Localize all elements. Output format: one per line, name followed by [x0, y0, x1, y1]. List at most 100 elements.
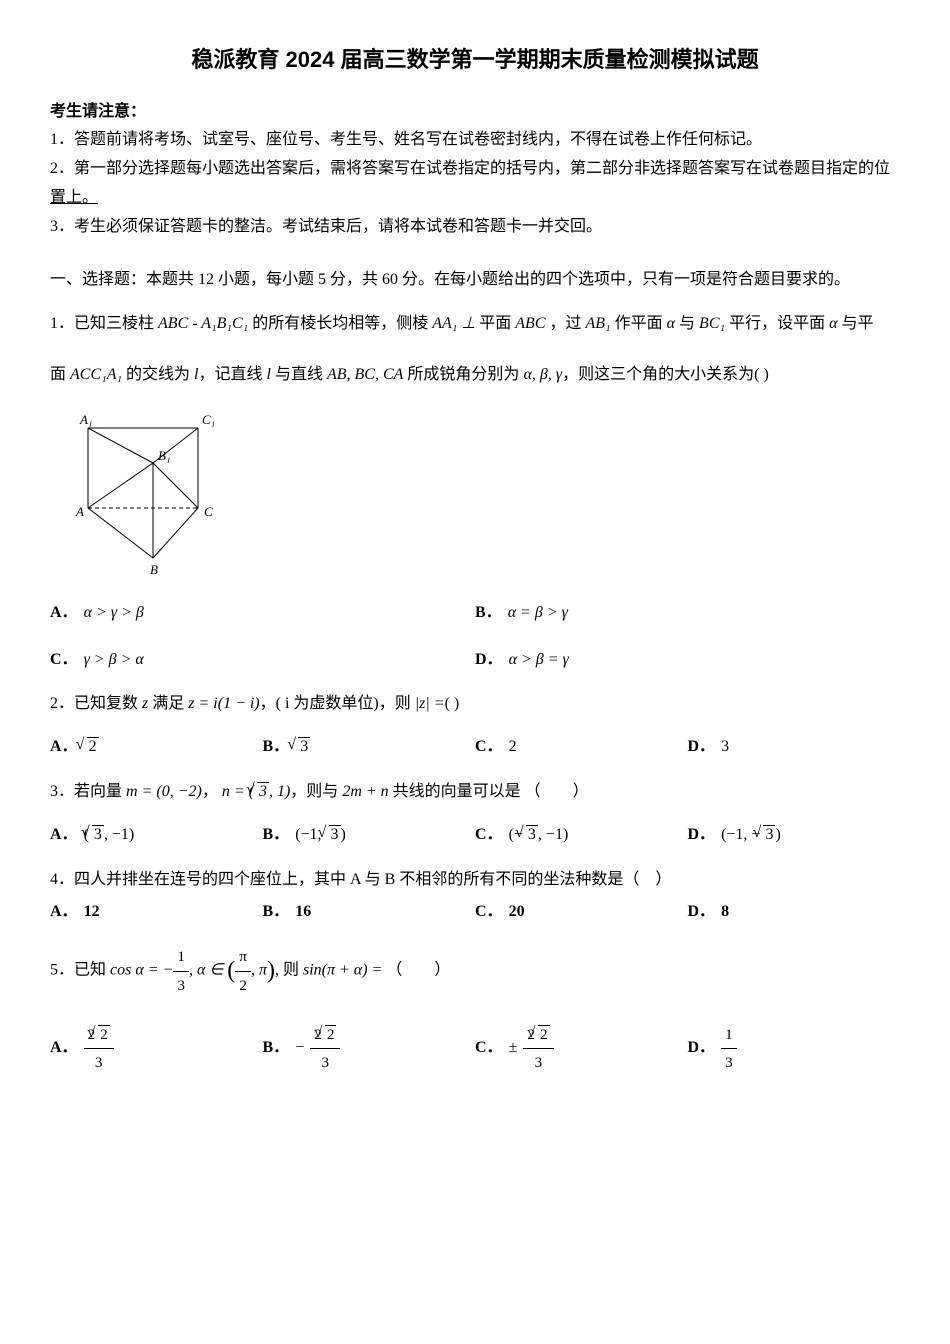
q2-optB-label: B．	[263, 733, 290, 762]
q5B-sign: −	[295, 1034, 304, 1063]
q2-stem: 2．已知复数 z 满足 z = i(1 − i)，( i 为虚数单位)，则 |z…	[50, 690, 900, 719]
q4-optA-label: A．	[50, 898, 78, 927]
question-5: 5．已知 cos α = −13, α ∈ (π2, π), 则 sin(π +…	[50, 943, 900, 1076]
q3-t1: 3．若向量	[50, 783, 126, 800]
q5-optC: C． ± 223	[475, 1021, 688, 1077]
q1-t6: 与	[675, 315, 699, 332]
q3-options: A． (3, −1) B． (−1, 3) C． (−3, −1) D． (−1…	[50, 821, 900, 850]
q3-optC-label: C．	[475, 821, 503, 850]
q3-optC: C． (−3, −1)	[475, 821, 688, 850]
q1-abcplane: ABC	[515, 315, 545, 332]
q5D-num: 1	[721, 1021, 737, 1048]
page-title: 稳派教育 2024 届高三数学第一学期期末质量检测模拟试题	[50, 40, 900, 80]
q4-stem: 4．四人并排坐在连号的四个座位上，其中 A 与 B 不相邻的所有不同的坐法种数是…	[50, 866, 900, 895]
q1-optA-label: A．	[50, 599, 78, 628]
q5-f1n: 1	[173, 943, 189, 970]
q5-isep: , π	[251, 962, 267, 979]
q1-t9: 面	[50, 366, 70, 383]
q1-stem-line1: 1．已知三棱柱 ABC - A₁B₁C₁ 的所有棱长均相等，侧棱 AA₁ ⊥ 平…	[50, 310, 900, 339]
q5A-den: 3	[84, 1048, 114, 1076]
notice-2-underline: 置上。	[50, 189, 98, 206]
q2-optC-val: 2	[509, 733, 517, 762]
q5-optD-label: D．	[688, 1034, 716, 1063]
q2-optC-label: C．	[475, 733, 503, 762]
q1-optC: C． γ > β > α	[50, 646, 475, 675]
q4-options: A． 12 B． 16 C． 20 D． 8	[50, 898, 900, 927]
q1-optB: B． α = β > γ	[475, 599, 900, 628]
q2-t1: 2．已知复数	[50, 695, 142, 712]
q1-optA-val: α > γ > β	[84, 599, 144, 628]
q1-t2: 的所有棱长均相等，侧棱	[248, 315, 432, 332]
q1-optB-val: α = β > γ	[508, 599, 568, 628]
q2-optC: C． 2	[475, 733, 688, 762]
q4-optA-val: 12	[84, 898, 100, 927]
q5-ian: π	[235, 943, 251, 970]
q1-abc: ABC - A₁B₁C₁	[158, 315, 248, 332]
q5-optC-label: C．	[475, 1034, 503, 1063]
q2-t4: ( )	[445, 695, 460, 712]
q4-optC-label: C．	[475, 898, 503, 927]
label-C: C	[204, 504, 213, 519]
q3-t2: ，	[202, 783, 222, 800]
section-1-header: 一、选择题：本题共 12 小题，每小题 5 分，共 60 分。在每小题给出的四个…	[50, 266, 900, 295]
q1-optA: A． α > γ > β	[50, 599, 475, 628]
q1-bc1: BC₁	[699, 315, 725, 332]
q2-optD: D． 3	[688, 733, 901, 762]
q1-stem-line2: 面 ACC₁A₁ 的交线为 l，记直线 l 与直线 AB, BC, CA 所成锐…	[50, 361, 900, 390]
q5B-den: 3	[310, 1048, 340, 1076]
q4-optD: D． 8	[688, 898, 901, 927]
question-4: 4．四人并排坐在连号的四个座位上，其中 A 与 B 不相邻的所有不同的坐法种数是…	[50, 866, 900, 928]
q5-stem: 5．已知 cos α = −13, α ∈ (π2, π), 则 sin(π +…	[50, 943, 900, 999]
q3-optB-label: B．	[263, 821, 290, 850]
q1-t3: 平面	[479, 315, 515, 332]
q2-optA-label: A．	[50, 733, 78, 762]
q3-t3: ，则与	[290, 783, 342, 800]
notice-2: 2．第一部分选择题每小题选出答案后，需将答案写在试卷指定的括号内，第二部分非选择…	[50, 155, 900, 213]
notice-1: 1．答题前请将考场、试室号、座位号、考生号、姓名写在试卷密封线内，不得在试卷上作…	[50, 126, 900, 155]
label-B1: B₁	[158, 448, 170, 463]
notice-block: 考生请注意： 1．答题前请将考场、试室号、座位号、考生号、姓名写在试卷密封线内，…	[50, 98, 900, 242]
q5-t4: （ ）	[386, 962, 450, 979]
q4-optD-val: 8	[721, 898, 729, 927]
question-2: 2．已知复数 z 满足 z = i(1 − i)，( i 为虚数单位)，则 |z…	[50, 690, 900, 762]
q4-optD-label: D．	[688, 898, 716, 927]
notice-header: 考生请注意：	[50, 98, 900, 127]
q3-stem: 3．若向量 m = (0, −2)， n = (3, 1)，则与 2m + n …	[50, 778, 900, 807]
q1-options-row2: C． γ > β > α D． α > β = γ	[50, 646, 900, 675]
question-3: 3．若向量 m = (0, −2)， n = (3, 1)，则与 2m + n …	[50, 778, 900, 850]
q2-options: A． 2 B． 3 C． 2 D． 3	[50, 733, 900, 762]
q5-f1d: 3	[173, 971, 189, 999]
q5D-den: 3	[721, 1048, 737, 1076]
q2-optB: B． 3	[263, 733, 476, 762]
q1-t13: 所成锐角分别为	[403, 366, 523, 383]
q1-aa1: AA₁ ⊥	[432, 315, 479, 332]
label-A: A	[75, 504, 84, 519]
q4-optB-val: 16	[295, 898, 311, 927]
question-1: 1．已知三棱柱 ABC - A₁B₁C₁ 的所有棱长均相等，侧棱 AA₁ ⊥ 平…	[50, 310, 900, 674]
q1-acc: ACC₁A₁	[70, 366, 122, 383]
q3-optD: D． (−1, −3)	[688, 821, 901, 850]
q5-iad: 2	[235, 971, 251, 999]
q4-optA: A． 12	[50, 898, 263, 927]
q1-t1: 1．已知三棱柱	[50, 315, 158, 332]
q1-optC-label: C．	[50, 646, 78, 675]
q1-optC-val: γ > β > α	[84, 646, 144, 675]
q1-t4: ，过	[545, 315, 585, 332]
q5-optD: D． 13	[688, 1021, 901, 1077]
q3-optD-label: D．	[688, 821, 716, 850]
q5-optA: A． 223	[50, 1021, 263, 1077]
q2-optD-val: 3	[721, 733, 729, 762]
q5C-den: 3	[523, 1048, 553, 1076]
q2-abs: |z| =	[415, 695, 445, 712]
q1-aby: α, β, γ	[523, 366, 562, 383]
q3-optA: A． (3, −1)	[50, 821, 263, 850]
q1-t5: 作平面	[611, 315, 667, 332]
q1-optD: D． α > β = γ	[475, 646, 900, 675]
q2-optD-label: D．	[688, 733, 716, 762]
q1-t12: 与直线	[271, 366, 327, 383]
q4-optC-val: 20	[509, 898, 525, 927]
q1-options-row1: A． α > γ > β B． α = β > γ	[50, 599, 900, 628]
q4-optB: B． 16	[263, 898, 476, 927]
q5C-sign: ±	[509, 1034, 518, 1063]
q1-t10: 的交线为	[122, 366, 194, 383]
